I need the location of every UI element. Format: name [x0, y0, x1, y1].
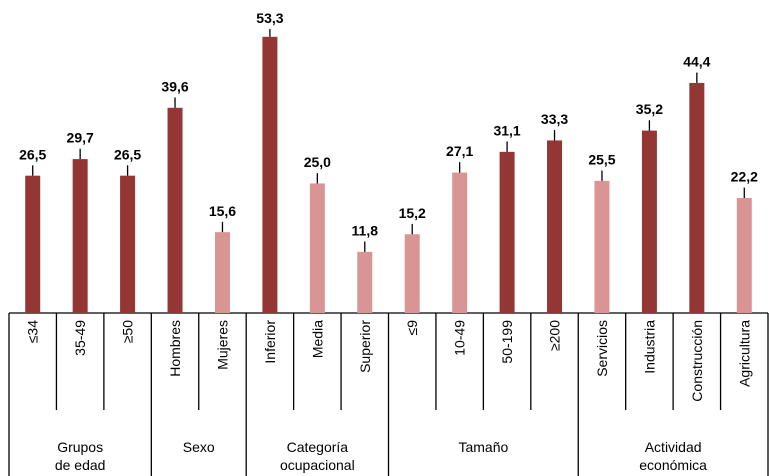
bar [641, 130, 657, 313]
group-label: Grupos [57, 439, 103, 455]
category-label: ≥50 [120, 320, 136, 343]
group-label: ocupacional [280, 457, 355, 473]
value-label: 26,5 [19, 146, 46, 162]
bar [72, 159, 88, 313]
bar [547, 140, 563, 313]
group-label: Tamaño [458, 439, 508, 455]
bar [736, 197, 752, 313]
value-label: 26,5 [114, 146, 141, 162]
value-label: 39,6 [161, 78, 188, 94]
category-label: 10-49 [452, 320, 468, 356]
category-label: Industria [641, 320, 657, 374]
value-label: 35,2 [636, 101, 663, 117]
bar [120, 175, 136, 313]
bar [262, 36, 278, 314]
bar [452, 172, 468, 313]
bar [357, 251, 373, 313]
value-label: 25,5 [588, 152, 615, 168]
bar [594, 180, 610, 313]
category-label: Superior [357, 320, 373, 373]
value-label: 15,2 [399, 205, 426, 221]
bar [404, 234, 420, 313]
group-label: Sexo [183, 439, 215, 455]
category-label: ≥200 [547, 320, 563, 351]
category-label: Agricultura [736, 320, 752, 387]
bar [689, 82, 705, 313]
value-label: 11,8 [352, 222, 379, 238]
value-label: 22,2 [731, 169, 758, 185]
category-label: Servicios [594, 320, 610, 377]
value-label: 27,1 [446, 143, 473, 159]
value-label: 25,0 [304, 154, 331, 170]
category-label: 35-49 [72, 320, 88, 356]
value-label: 15,6 [209, 203, 236, 219]
bar [214, 232, 230, 313]
group-label: de edad [55, 457, 106, 473]
category-label: Inferior [262, 320, 278, 364]
group-label: Categoría [287, 439, 349, 455]
category-label: ≤9 [404, 320, 420, 336]
category-label: Media [309, 320, 325, 358]
value-label: 33,3 [541, 111, 568, 127]
category-label: Construcción [689, 320, 705, 402]
group-label: económica [639, 457, 707, 473]
bar [309, 183, 325, 313]
value-label: 44,4 [683, 54, 710, 70]
bar [167, 107, 183, 313]
value-label: 53,3 [256, 10, 283, 26]
value-label: 31,1 [493, 122, 520, 138]
bar [499, 151, 515, 313]
category-label: ≤34 [25, 320, 41, 343]
group-label: Actividad [645, 439, 702, 455]
category-label: Hombres [167, 320, 183, 377]
category-label: Mujeres [214, 320, 230, 370]
bar [25, 175, 41, 313]
category-label: 50-199 [499, 320, 515, 364]
value-label: 29,7 [67, 130, 94, 146]
